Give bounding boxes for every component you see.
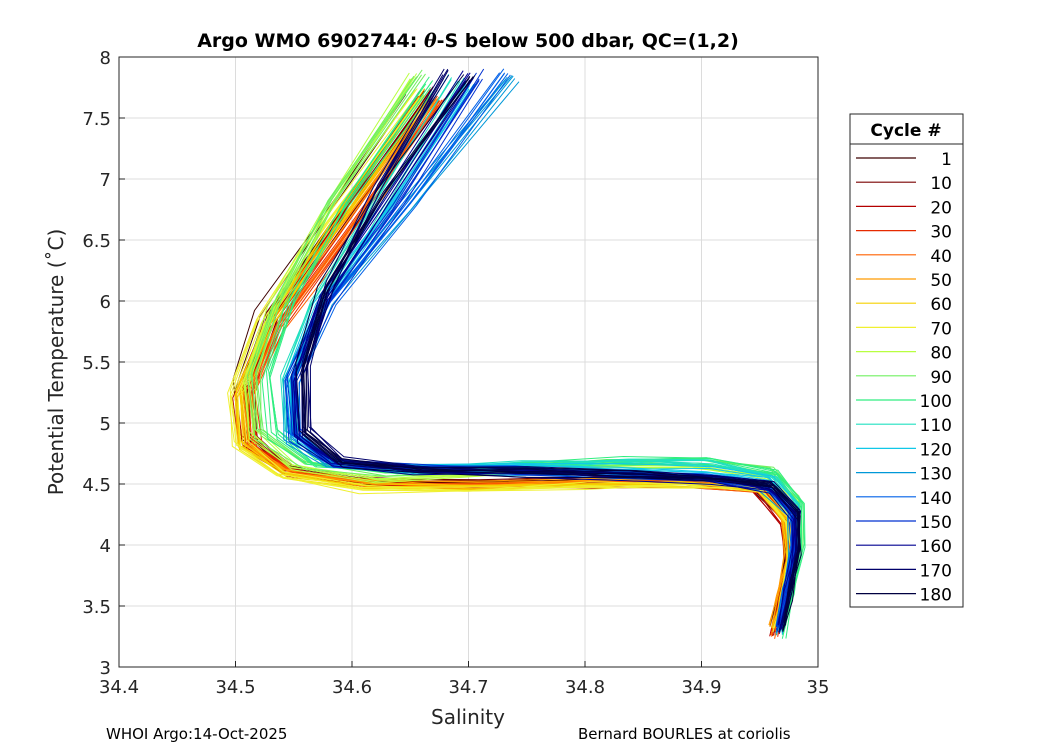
legend-label-120: 120 (920, 440, 952, 460)
x-tick-label: 34.5 (215, 677, 255, 698)
x-axis-label: Salinity (431, 705, 505, 729)
legend-label-150: 150 (920, 513, 952, 533)
series-lines (227, 68, 806, 639)
legend-label-30: 30 (930, 223, 952, 243)
legend-label-160: 160 (920, 537, 952, 557)
y-tick-label: 5 (100, 414, 111, 435)
legend-label-50: 50 (930, 271, 952, 291)
x-tick-label: 34.9 (681, 677, 721, 698)
legend-title: Cycle # (870, 121, 941, 141)
y-tick-label: 4 (100, 536, 111, 557)
series-trace-180 (305, 76, 801, 630)
legend-label-80: 80 (930, 344, 952, 364)
footer-credit-right: Bernard BOURLES at coriolis (578, 725, 791, 743)
legend-label-110: 110 (920, 416, 952, 436)
x-tick-label: 34.7 (448, 677, 488, 698)
legend-label-100: 100 (920, 392, 952, 412)
title-prefix: Argo WMO 6902744: (197, 30, 424, 52)
legend-label-10: 10 (930, 174, 952, 194)
y-axis-label: Potential Temperature (˚C) (44, 229, 68, 496)
x-tick-label: 34.8 (565, 677, 605, 698)
legend-label-90: 90 (930, 368, 952, 388)
x-tick-label: 34.4 (99, 677, 139, 698)
chart-title: Argo WMO 6902744: θ-S below 500 dbar, QC… (197, 30, 739, 52)
legend: Cycle # 11020304050607080901001101201301… (849, 113, 964, 608)
title-theta: θ (424, 30, 437, 52)
y-tick-label: 7 (100, 170, 111, 191)
legend-label-130: 130 (920, 465, 952, 485)
legend-label-140: 140 (920, 489, 952, 509)
y-tick-label: 3.5 (82, 597, 111, 618)
legend-label-40: 40 (930, 247, 952, 267)
y-tick-label: 6 (100, 292, 111, 313)
series-trace-180 (295, 74, 799, 623)
footer-credit-left: WHOI Argo:14-Oct-2025 (106, 725, 288, 743)
y-tick-label: 5.5 (82, 353, 111, 374)
x-tick-label: 34.6 (332, 677, 372, 698)
legend-label-60: 60 (930, 295, 952, 315)
series-180 (295, 74, 802, 632)
axis-ticks: 34.4 34.5 34.6 34.7 34.8 34.9 35 3 3.5 4 4.5 5 5.5 6 6… (82, 48, 829, 698)
y-tick-label: 8 (100, 48, 111, 69)
legend-label-1: 1 (941, 150, 952, 170)
y-tick-label: 3 (100, 658, 111, 679)
legend-label-170: 170 (920, 561, 952, 581)
legend-label-180: 180 (920, 586, 952, 606)
series-trace-50 (242, 98, 789, 624)
series-trace-170 (304, 78, 799, 630)
y-tick-label: 4.5 (82, 475, 111, 496)
y-tick-label: 7.5 (82, 109, 111, 130)
legend-label-70: 70 (930, 319, 952, 339)
legend-box (849, 113, 964, 608)
title-suffix: -S below 500 dbar, QC=(1,2) (437, 30, 739, 52)
y-tick-label: 6.5 (82, 231, 111, 252)
legend-label-20: 20 (930, 198, 952, 218)
x-tick-label: 35 (807, 677, 830, 698)
